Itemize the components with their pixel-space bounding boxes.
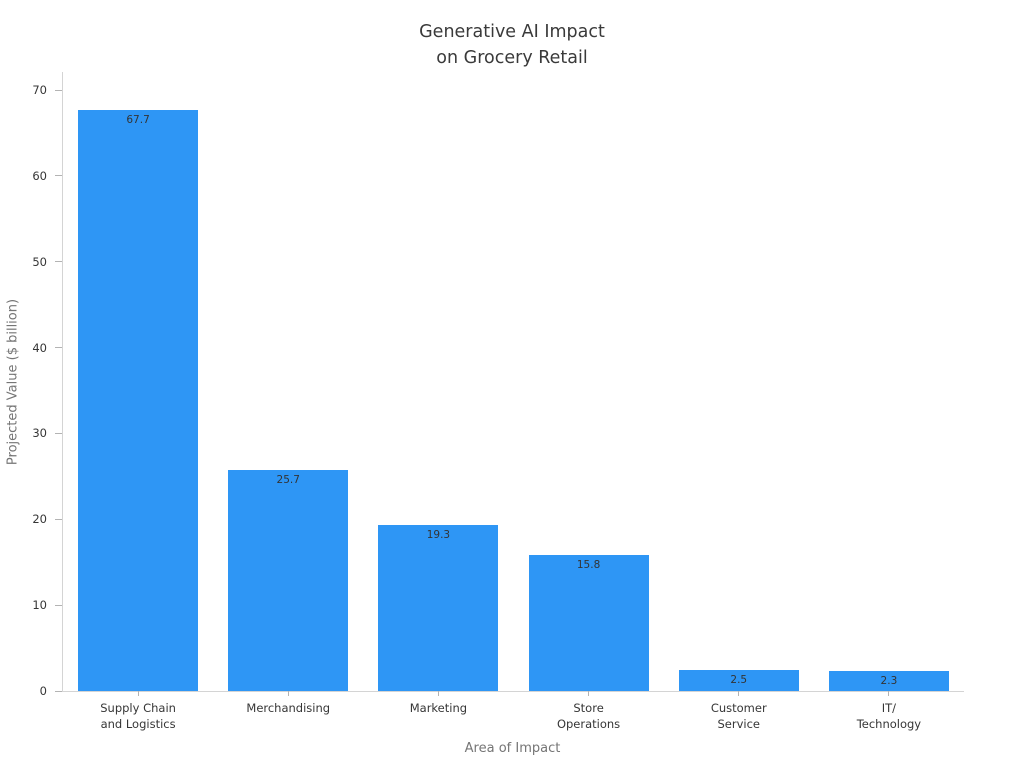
y-axis-title: Projected Value ($ billion) bbox=[5, 298, 21, 466]
x-tick-mark bbox=[888, 691, 890, 696]
x-axis-title: Area of Impact bbox=[464, 741, 561, 756]
bar-value-label: 15.8 bbox=[576, 559, 601, 572]
plot-area: 0 10 20 30 40 50 60 70 67.7 Supply Chain and Logi… bbox=[32, 72, 964, 731]
y-tick-mark bbox=[55, 89, 62, 91]
y-tick-label: 10 bbox=[32, 598, 47, 613]
y-tick-label: 30 bbox=[32, 426, 47, 441]
y-tick-label: 50 bbox=[32, 254, 47, 269]
bar-value-label: 67.7 bbox=[126, 113, 150, 126]
y-tick-label: 60 bbox=[32, 168, 47, 183]
bar: 25.7 bbox=[228, 470, 349, 691]
x-tick-mark bbox=[287, 691, 289, 696]
x-tick-mark bbox=[738, 691, 740, 696]
y-tick-label: 0 bbox=[39, 684, 47, 698]
y-tick-label: 70 bbox=[32, 83, 47, 98]
bar: 67.7 bbox=[78, 109, 199, 691]
x-tick-label: IT/ Technology bbox=[856, 701, 922, 731]
bar: 19.3 bbox=[378, 525, 499, 691]
x-tick-label: Customer Service bbox=[710, 701, 767, 731]
y-tick-label: 20 bbox=[32, 512, 47, 527]
y-tick-mark bbox=[55, 432, 62, 434]
bar: 2.5 bbox=[678, 669, 799, 691]
y-tick-mark bbox=[55, 604, 62, 606]
y-tick-mark bbox=[55, 518, 62, 520]
y-tick-mark bbox=[55, 261, 62, 263]
y-tick-mark bbox=[55, 690, 62, 692]
y-tick-label: 40 bbox=[32, 340, 47, 355]
x-tick-label: Marketing bbox=[409, 701, 468, 715]
bar-value-label: 2.5 bbox=[730, 673, 748, 686]
x-tick-mark bbox=[437, 691, 439, 696]
chart-title: Generative AI Impact on Grocery Retail bbox=[419, 22, 605, 68]
x-tick-label: Store Operations bbox=[556, 701, 621, 731]
x-tick-mark bbox=[588, 691, 590, 696]
x-tick-label: Merchandising bbox=[246, 701, 331, 715]
bar: 15.8 bbox=[528, 555, 649, 691]
y-tick-mark bbox=[55, 347, 62, 349]
bar-value-label: 25.7 bbox=[276, 474, 300, 487]
bar-value-label: 19.3 bbox=[426, 529, 451, 542]
bar: 2.3 bbox=[828, 671, 949, 691]
bar-value-label: 2.3 bbox=[880, 675, 898, 688]
x-tick-mark bbox=[137, 691, 139, 696]
x-tick-label: Supply Chain and Logistics bbox=[100, 701, 176, 731]
y-tick-mark bbox=[55, 175, 62, 177]
